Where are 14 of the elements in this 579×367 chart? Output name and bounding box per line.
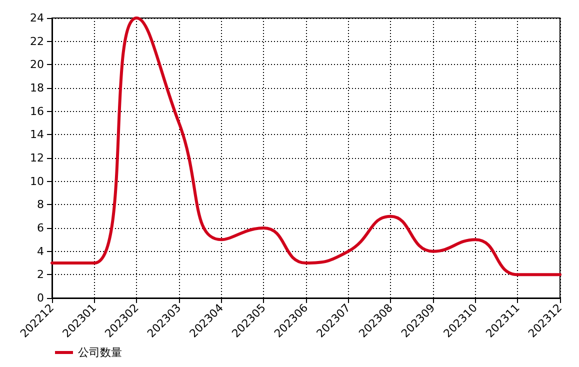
y-tick-label: 20 <box>30 58 44 72</box>
legend-label: 公司数量 <box>78 346 122 359</box>
y-tick-label: 24 <box>30 12 44 24</box>
y-tick-label: 22 <box>30 34 44 48</box>
y-tick-label: 6 <box>37 222 44 234</box>
y-tick-label: 10 <box>30 174 44 188</box>
y-tick-label: 8 <box>37 198 44 212</box>
y-tick-label: 2 <box>37 268 44 282</box>
y-tick-label: 0 <box>37 292 44 304</box>
y-tick-label: 16 <box>30 104 44 118</box>
y-tick-label: 18 <box>30 82 44 94</box>
y-tick-label: 12 <box>30 152 44 164</box>
y-tick-label: 4 <box>37 244 44 258</box>
y-tick-label: 14 <box>30 128 44 142</box>
